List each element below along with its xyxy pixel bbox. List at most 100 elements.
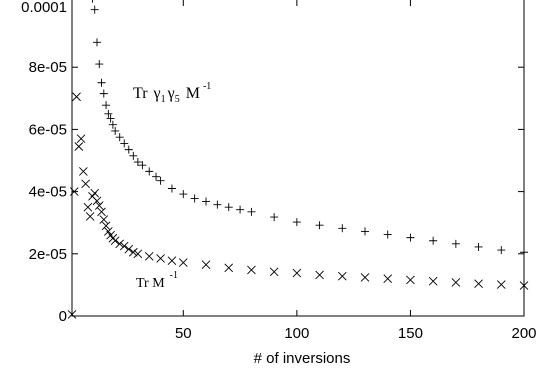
data-point-plus xyxy=(92,38,101,47)
data-point-plus xyxy=(145,167,154,176)
data-point-x xyxy=(79,167,88,176)
data-point-x xyxy=(101,221,111,231)
data-point-plus xyxy=(108,120,117,129)
data-point-plus xyxy=(152,172,161,181)
annotation-lower: Tr M -1 xyxy=(136,270,178,291)
data-point-x xyxy=(406,275,415,285)
data-point-plus xyxy=(247,207,256,216)
data-point-plus xyxy=(95,60,104,69)
data-point-x xyxy=(115,239,125,249)
data-point-plus xyxy=(190,194,199,203)
annotation-upper-sub5: 5 xyxy=(175,94,180,105)
data-point-plus xyxy=(406,233,415,242)
annotation-lower-base: Tr M xyxy=(136,276,165,291)
data-point-plus xyxy=(90,5,99,14)
data-point-x xyxy=(72,92,81,102)
data-point-plus xyxy=(91,0,93,3)
data-point-plus xyxy=(104,109,113,118)
data-point-x xyxy=(69,187,79,196)
data-point-plus xyxy=(361,227,370,236)
data-point-x xyxy=(428,276,438,286)
data-point-x xyxy=(292,268,302,278)
annotation-upper-sup: -1 xyxy=(203,81,211,92)
y-tick-label: 6e-05 xyxy=(29,121,67,138)
data-point-plus xyxy=(115,133,124,142)
data-point-plus xyxy=(224,203,233,212)
data-point-plus xyxy=(451,239,460,248)
data-point-x xyxy=(76,134,86,144)
annotation-upper-sub1: 1 xyxy=(161,94,166,105)
data-point-plus xyxy=(497,246,506,255)
y-tick-labels: 0 2e-05 4e-05 6e-05 8e-05 0.0001 xyxy=(21,0,67,325)
data-point-x xyxy=(81,179,90,189)
data-point-x xyxy=(144,251,154,261)
annotation-lower-sup: -1 xyxy=(170,270,178,281)
data-point-x xyxy=(360,273,370,282)
data-point-x xyxy=(133,249,143,259)
data-point-x xyxy=(119,241,129,251)
data-point-plus xyxy=(520,248,528,257)
data-point-x xyxy=(167,256,177,265)
data-point-plus xyxy=(138,161,147,170)
annotation-upper-gamma1: γ xyxy=(153,85,161,102)
data-point-x xyxy=(247,265,256,275)
data-point-x xyxy=(104,227,113,236)
data-point-plus xyxy=(97,78,106,87)
data-point-plus xyxy=(213,200,222,209)
data-point-plus xyxy=(111,126,120,135)
data-point-plus xyxy=(120,139,129,148)
data-point-plus xyxy=(383,230,392,239)
axis-ticks xyxy=(72,0,524,316)
data-point-x xyxy=(383,274,393,283)
x-tick-labels: 50 100 150 200 xyxy=(175,325,537,342)
annotation-upper-gamma5: γ xyxy=(167,85,175,102)
data-point-plus xyxy=(133,158,142,167)
x-axis-label: # of inversions xyxy=(254,350,351,367)
annotation-upper: Tr γ1 γ5 M -1 xyxy=(133,81,211,105)
data-point-x xyxy=(315,270,324,280)
data-point-x xyxy=(97,207,106,217)
data-point-x xyxy=(269,267,279,277)
data-point-x xyxy=(224,263,234,273)
x-tick-label: 150 xyxy=(398,325,423,342)
y-tick-label: 2e-05 xyxy=(29,246,67,263)
data-point-x xyxy=(94,201,104,210)
data-point-plus xyxy=(429,236,438,245)
data-point-plus xyxy=(202,197,211,206)
x-tick-label: 100 xyxy=(284,325,309,342)
data-point-x xyxy=(451,278,461,287)
data-point-x xyxy=(201,260,211,270)
y-tick-label: 4e-05 xyxy=(29,184,67,201)
x-tick-label: 50 xyxy=(175,325,192,342)
data-point-plus xyxy=(167,184,176,193)
data-point-plus xyxy=(338,224,347,233)
data-point-plus xyxy=(474,242,483,251)
data-point-plus xyxy=(292,218,301,227)
data-point-plus xyxy=(124,145,133,154)
data-point-x xyxy=(496,280,506,289)
data-point-plus xyxy=(236,205,245,214)
y-tick-label: 8e-05 xyxy=(29,59,67,76)
data-point-plus xyxy=(315,221,324,230)
series-tr-gamma1-gamma5-minv xyxy=(90,0,528,257)
data-point-x xyxy=(83,202,93,212)
data-point-plus xyxy=(270,213,279,222)
data-point-x xyxy=(90,188,100,198)
data-point-x xyxy=(74,142,84,151)
data-point-x xyxy=(85,212,95,221)
data-point-x xyxy=(178,258,188,267)
data-point-x xyxy=(110,236,120,246)
data-point-plus xyxy=(179,190,188,199)
data-point-x xyxy=(99,215,109,224)
y-tick-label: 0 xyxy=(59,308,67,325)
data-point-plus xyxy=(99,89,108,98)
data-point-x xyxy=(156,254,165,263)
data-point-plus xyxy=(156,176,165,185)
annotation-upper-m: M xyxy=(186,85,200,102)
data-point-x xyxy=(92,196,102,206)
data-point-x xyxy=(519,281,529,290)
data-point-x xyxy=(67,310,77,319)
y-tick-label: 0.0001 xyxy=(21,0,67,16)
series-tr-minv xyxy=(67,92,529,319)
